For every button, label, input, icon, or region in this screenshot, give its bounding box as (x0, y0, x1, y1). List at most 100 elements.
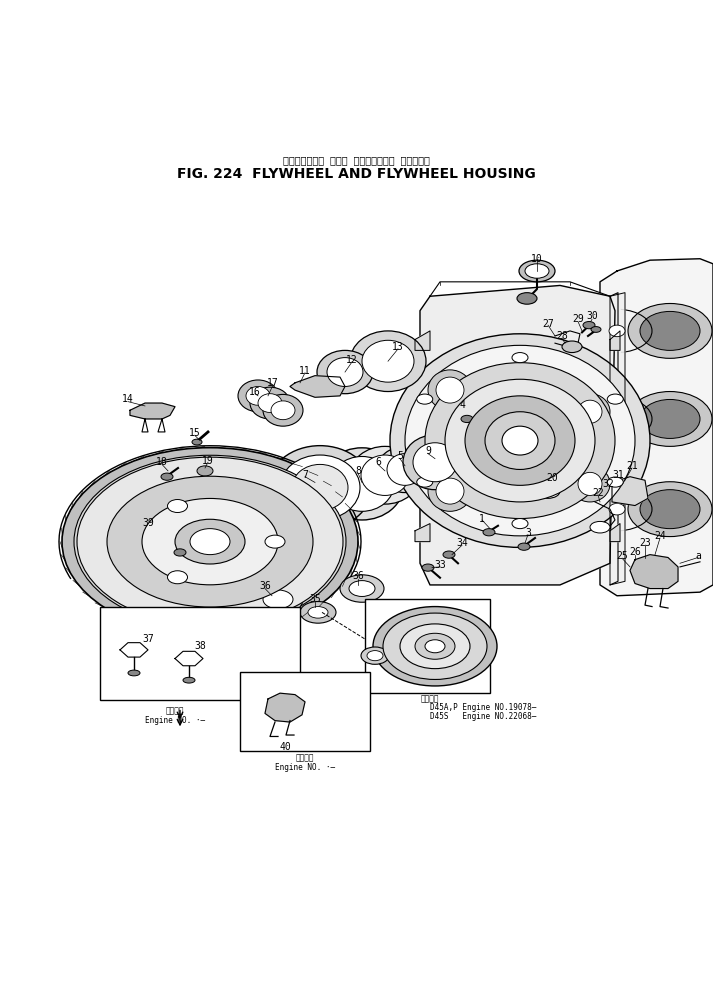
Ellipse shape (271, 401, 295, 420)
Text: 29: 29 (572, 314, 584, 324)
Ellipse shape (258, 393, 282, 412)
Ellipse shape (238, 380, 278, 412)
Text: 32: 32 (602, 479, 614, 489)
Ellipse shape (340, 575, 384, 603)
Ellipse shape (62, 448, 358, 635)
Ellipse shape (428, 471, 472, 512)
Text: 22: 22 (592, 487, 604, 498)
Ellipse shape (517, 292, 537, 304)
Text: D45A,P Engine NO.19078–: D45A,P Engine NO.19078– (430, 703, 536, 712)
Ellipse shape (77, 457, 343, 626)
Ellipse shape (628, 391, 712, 447)
Ellipse shape (422, 564, 434, 571)
Ellipse shape (578, 472, 602, 495)
Ellipse shape (628, 482, 712, 536)
Ellipse shape (263, 394, 303, 426)
Ellipse shape (74, 455, 346, 628)
Text: 23: 23 (639, 538, 651, 548)
Ellipse shape (183, 678, 195, 683)
Polygon shape (265, 694, 305, 722)
Ellipse shape (609, 325, 625, 337)
Ellipse shape (292, 464, 348, 511)
Text: 28: 28 (556, 331, 568, 341)
Ellipse shape (428, 370, 472, 410)
Text: 7: 7 (302, 470, 308, 480)
Ellipse shape (403, 435, 467, 490)
Ellipse shape (268, 446, 372, 530)
Ellipse shape (519, 260, 555, 282)
Ellipse shape (300, 602, 336, 623)
Bar (240, 672, 370, 751)
Ellipse shape (502, 426, 538, 455)
Text: 3: 3 (525, 528, 531, 538)
Ellipse shape (377, 447, 433, 493)
Ellipse shape (361, 647, 389, 664)
Ellipse shape (445, 379, 595, 502)
Text: 24: 24 (654, 531, 666, 540)
Ellipse shape (583, 321, 595, 329)
Text: D45S   Engine NO.22068–: D45S Engine NO.22068– (430, 711, 536, 721)
Text: 適用番号: 適用番号 (165, 706, 184, 715)
Text: フライホイール および フライホイール ハウジング: フライホイール および フライホイール ハウジング (282, 155, 429, 166)
Text: 1: 1 (479, 514, 485, 524)
Ellipse shape (280, 455, 360, 520)
Text: 35: 35 (309, 595, 321, 605)
Ellipse shape (485, 412, 555, 469)
Text: 19: 19 (202, 455, 214, 465)
Text: 4: 4 (459, 399, 465, 409)
Ellipse shape (361, 455, 409, 495)
Ellipse shape (415, 633, 455, 659)
Text: Engine NO. ·–: Engine NO. ·– (145, 716, 205, 725)
Text: a: a (695, 551, 701, 561)
Ellipse shape (107, 476, 313, 607)
Ellipse shape (383, 614, 487, 680)
Text: 20: 20 (546, 473, 558, 483)
Ellipse shape (536, 484, 560, 498)
Ellipse shape (327, 358, 363, 386)
Ellipse shape (425, 363, 615, 519)
Text: 34: 34 (456, 538, 468, 548)
Text: 6: 6 (375, 457, 381, 467)
Polygon shape (415, 524, 430, 541)
Text: 14: 14 (122, 394, 134, 404)
Ellipse shape (416, 394, 433, 404)
Ellipse shape (436, 377, 464, 403)
Ellipse shape (192, 439, 202, 445)
Ellipse shape (174, 549, 186, 556)
Ellipse shape (190, 529, 230, 554)
Ellipse shape (168, 571, 188, 584)
Polygon shape (610, 331, 620, 351)
Text: 26: 26 (629, 547, 641, 557)
Text: 12: 12 (346, 355, 358, 365)
Text: 適用番号: 適用番号 (296, 754, 314, 763)
Text: 適用番号: 適用番号 (421, 695, 439, 703)
Text: 10: 10 (531, 254, 543, 264)
Ellipse shape (512, 519, 528, 529)
Ellipse shape (590, 522, 610, 533)
Ellipse shape (413, 443, 457, 482)
Ellipse shape (349, 581, 375, 597)
Polygon shape (630, 554, 678, 589)
Ellipse shape (640, 399, 700, 439)
Ellipse shape (640, 490, 700, 529)
Ellipse shape (405, 346, 635, 535)
Text: 40: 40 (279, 742, 291, 752)
Ellipse shape (640, 311, 700, 351)
Text: 39: 39 (142, 518, 154, 528)
Text: 17: 17 (267, 377, 279, 388)
Polygon shape (610, 292, 625, 585)
Text: 37: 37 (142, 634, 154, 644)
Ellipse shape (373, 607, 497, 686)
Ellipse shape (628, 303, 712, 359)
Ellipse shape (425, 640, 445, 653)
Ellipse shape (562, 341, 582, 353)
Ellipse shape (465, 396, 575, 485)
Ellipse shape (525, 264, 549, 279)
Text: 31: 31 (612, 470, 624, 480)
Ellipse shape (609, 503, 625, 515)
Ellipse shape (591, 327, 601, 332)
Ellipse shape (436, 478, 464, 504)
Ellipse shape (350, 447, 420, 504)
Text: 36: 36 (352, 571, 364, 581)
Ellipse shape (607, 477, 623, 487)
